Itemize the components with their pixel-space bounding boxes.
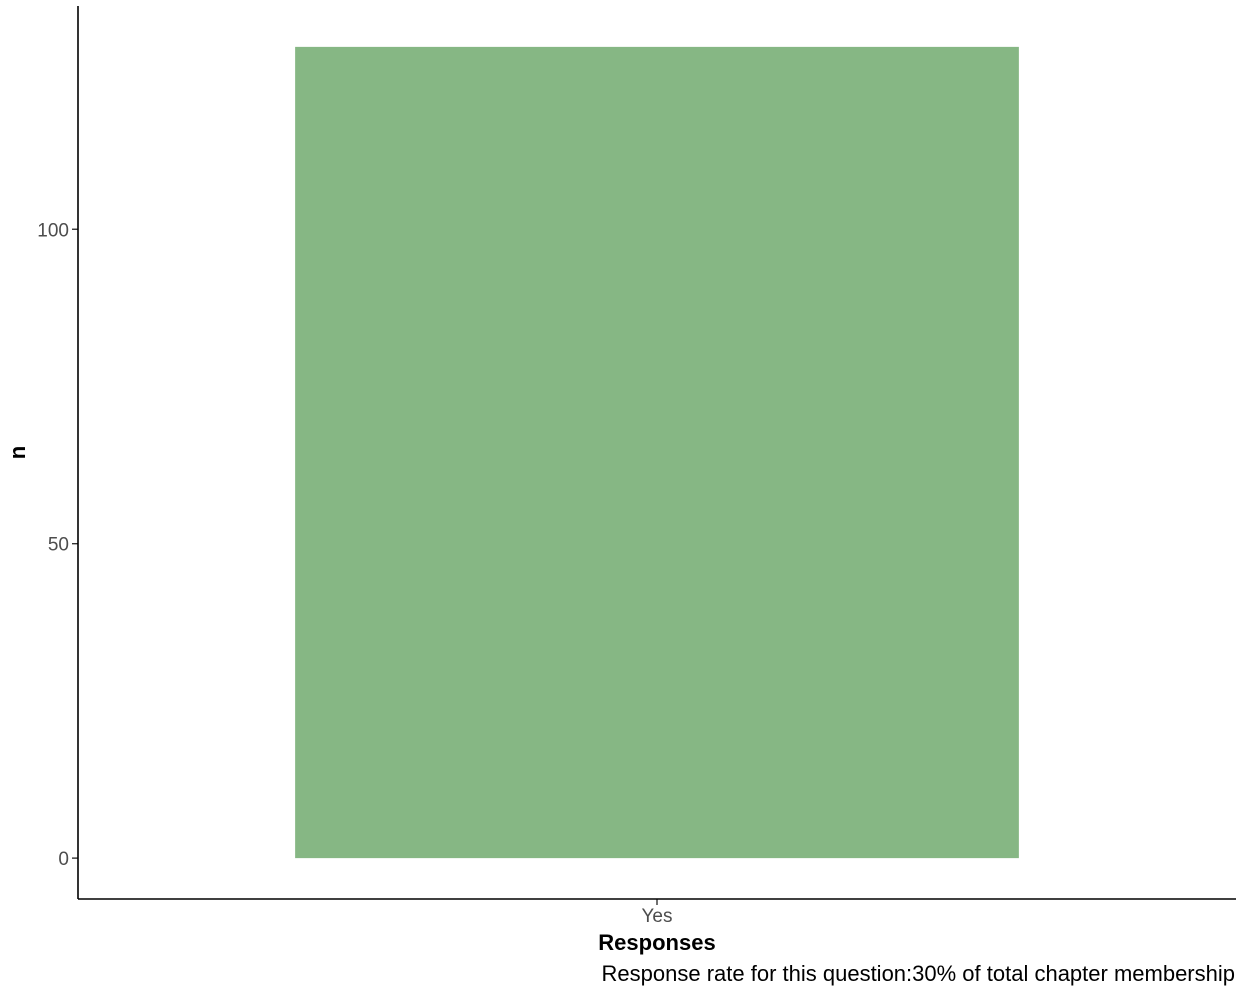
y-tick-label: 100 [37,220,69,241]
y-tick-label: 50 [48,535,69,556]
chart-caption: Response rate for this question:30% of t… [602,961,1235,986]
plot-area: 0 50 100 Yes [37,6,1236,927]
x-tick-label: Yes [642,906,673,927]
y-tick-label: 0 [58,849,69,870]
x-axis-ticks: Yes [642,899,673,927]
bar-yes [295,46,1019,859]
bars-group [295,46,1019,859]
x-axis-title: Responses [598,930,715,955]
y-axis-ticks: 0 50 100 [37,220,78,870]
y-axis-title: n [5,446,30,459]
